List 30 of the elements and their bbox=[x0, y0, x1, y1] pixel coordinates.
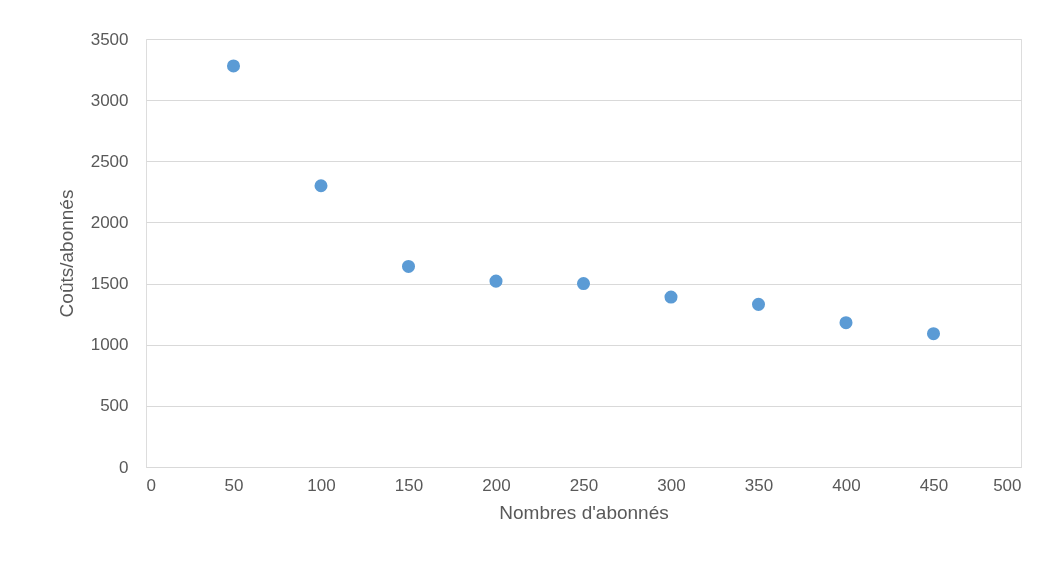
point bbox=[576, 277, 591, 291]
x-tick-label: 350 bbox=[744, 475, 774, 495]
x-tick-label: 0 bbox=[146, 475, 156, 495]
x-tick-label: 300 bbox=[657, 475, 686, 495]
point bbox=[751, 297, 766, 311]
y-tick-label: 0 bbox=[119, 457, 129, 477]
y-tick-label: 2500 bbox=[90, 151, 129, 171]
point bbox=[401, 259, 416, 273]
point bbox=[926, 327, 941, 341]
point bbox=[314, 179, 328, 193]
x-tick-label: 200 bbox=[482, 475, 511, 495]
point bbox=[226, 59, 241, 73]
y-tick-label: 1500 bbox=[90, 274, 129, 294]
y-tick-label: 3500 bbox=[90, 29, 129, 49]
y-tick-label: 500 bbox=[100, 396, 129, 416]
x-tick-label: 250 bbox=[569, 475, 599, 495]
point bbox=[664, 290, 678, 304]
x-tick-label: 450 bbox=[919, 475, 949, 495]
x-tick-label: 150 bbox=[394, 475, 424, 495]
x-tick-label: 400 bbox=[832, 475, 861, 495]
y-tick-label: 2000 bbox=[90, 212, 129, 232]
x-tick-label: 100 bbox=[307, 475, 336, 495]
x-tick-label: 500 bbox=[993, 475, 1022, 495]
y-tick-label: 3000 bbox=[90, 90, 129, 110]
point bbox=[489, 274, 503, 288]
x-axis-title: Nombres d'abonnés bbox=[499, 501, 669, 523]
y-tick-label: 1000 bbox=[90, 335, 129, 355]
x-tick-label: 50 bbox=[224, 475, 244, 495]
y-axis-title: Coûts/abonnés bbox=[55, 189, 77, 318]
point bbox=[839, 316, 853, 330]
